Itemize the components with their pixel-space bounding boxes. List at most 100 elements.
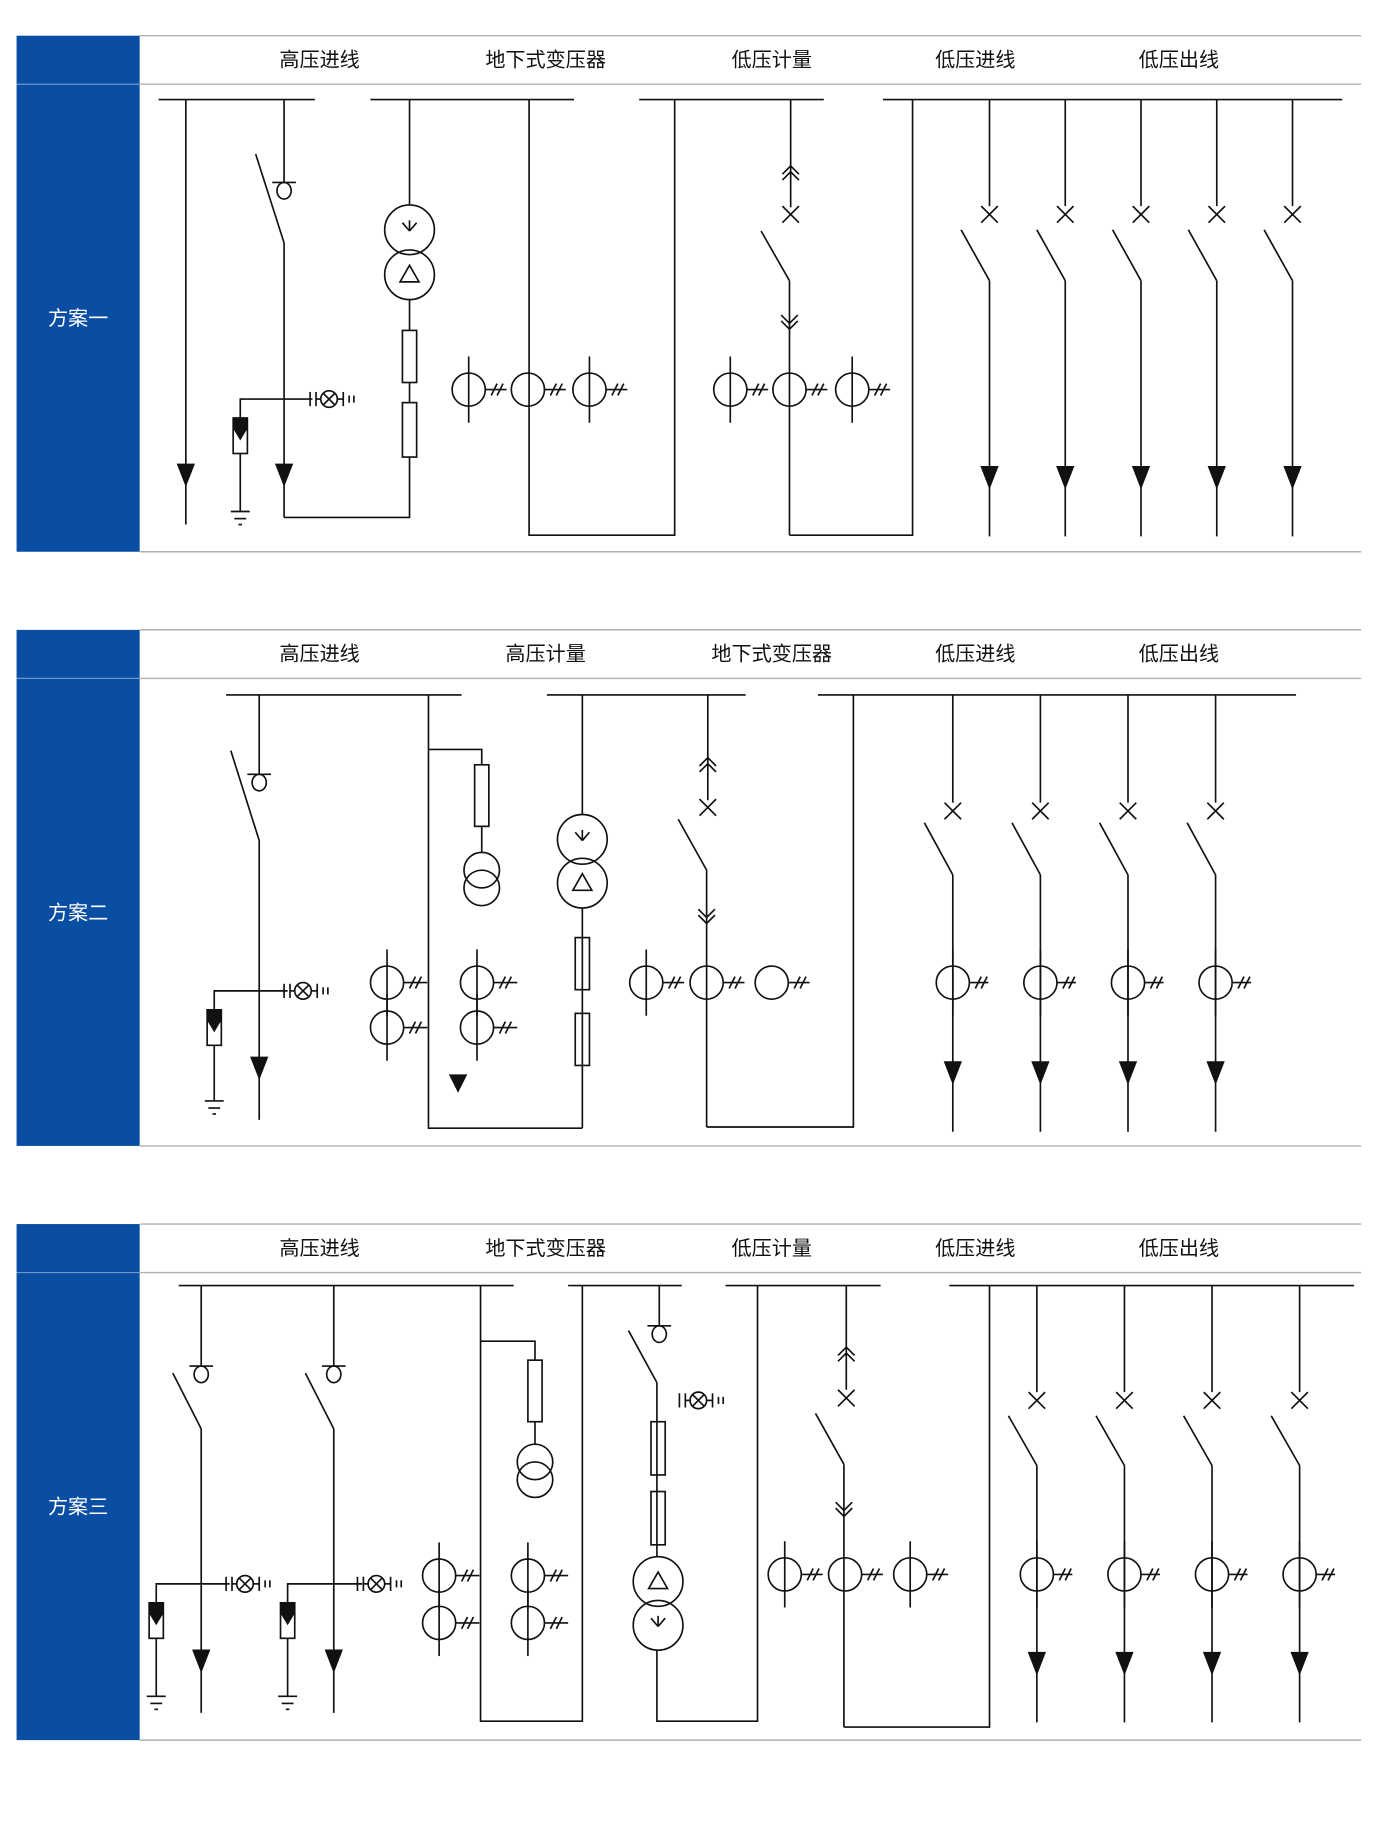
fuse-icon xyxy=(574,1012,591,1067)
hatch xyxy=(799,976,807,989)
x-stroke xyxy=(1056,205,1075,224)
x-stroke xyxy=(943,802,962,820)
fuse-icon xyxy=(401,401,418,458)
hatch xyxy=(931,1568,940,1581)
breaker-x-icon xyxy=(1283,205,1302,224)
earthing-switch-icon xyxy=(272,181,296,200)
hatch xyxy=(496,383,504,396)
cable-loop xyxy=(479,1285,584,1722)
column-header: 低压计量 xyxy=(731,1236,811,1260)
withdrawable-contact-down-icon xyxy=(697,908,716,925)
switch-blade xyxy=(677,818,708,871)
hatch xyxy=(1321,1568,1329,1581)
wire xyxy=(781,170,800,181)
switch-blade xyxy=(172,1372,202,1430)
ground-icon xyxy=(230,510,250,526)
fuse-icon xyxy=(527,1359,543,1423)
breaker-x-icon xyxy=(1119,802,1137,820)
current-transformer-icon xyxy=(1023,949,1076,1016)
ct-circle xyxy=(510,372,546,407)
surge-arrester-icon xyxy=(279,1601,296,1640)
column-header: 低压进线 xyxy=(935,47,1015,71)
winding xyxy=(516,1461,554,1499)
breaker-x-icon xyxy=(837,1389,856,1407)
current-transformer-icon xyxy=(1019,1541,1073,1608)
delta xyxy=(398,263,421,283)
breaker-x-icon xyxy=(1027,1391,1046,1410)
arrow-down-icon xyxy=(1118,1061,1138,1085)
fuse-icon xyxy=(650,1420,667,1476)
x-stroke xyxy=(781,205,800,224)
voltage-transformer-icon xyxy=(463,851,501,907)
current-transformer-icon xyxy=(935,949,989,1016)
current-transformer-icon xyxy=(1110,949,1164,1016)
x-stroke xyxy=(1119,802,1137,820)
side-label-band xyxy=(16,1224,140,1741)
column-header: 地下式变压器 xyxy=(711,642,832,666)
ring xyxy=(251,773,268,792)
hatch xyxy=(460,1569,469,1582)
arrow-down-icon xyxy=(250,1056,269,1081)
arrow-down-icon xyxy=(448,1074,468,1093)
current-transformer-icon xyxy=(772,372,828,407)
hatch xyxy=(466,1616,475,1630)
column-header: 高压进线 xyxy=(279,47,359,71)
x-stroke xyxy=(1283,205,1302,224)
fuse-icon xyxy=(401,329,418,384)
wire xyxy=(835,1507,853,1518)
ground-icon xyxy=(146,1695,166,1711)
tap xyxy=(213,990,288,1010)
switch-blade xyxy=(627,1330,658,1384)
earthing-switch-icon xyxy=(247,773,272,792)
ct-circle xyxy=(754,965,790,1000)
withdrawable-contact-down-icon xyxy=(835,1501,853,1518)
cable-loop xyxy=(656,1285,759,1722)
wire xyxy=(781,164,800,175)
wire xyxy=(697,908,716,919)
wire xyxy=(837,1345,856,1357)
hatch xyxy=(734,976,742,989)
scheme-panel xyxy=(16,1223,1362,1741)
switch-blade xyxy=(760,230,791,282)
column-header: 低压进线 xyxy=(935,642,1015,666)
breaker-x-icon xyxy=(1056,205,1075,224)
winding xyxy=(556,857,609,909)
indicator-lamp-icon xyxy=(678,1391,725,1410)
hatch xyxy=(1243,976,1251,989)
surge-arrester-icon xyxy=(206,1008,223,1047)
scheme-label: 方案一 xyxy=(48,306,108,330)
wire xyxy=(780,314,799,325)
switch-blade xyxy=(1098,822,1129,876)
withdrawable-contact-up-icon xyxy=(698,756,717,773)
tap xyxy=(239,398,313,419)
hatch xyxy=(1058,1568,1066,1581)
switch-blade xyxy=(1187,229,1218,282)
hatch xyxy=(806,1568,814,1581)
wire xyxy=(284,457,411,519)
indicator-lamp-icon xyxy=(283,981,329,1000)
switch-blade xyxy=(1270,1415,1301,1466)
wire xyxy=(835,1501,853,1512)
winding xyxy=(383,204,436,256)
current-transformer-icon xyxy=(827,1557,883,1592)
hatch xyxy=(866,1568,875,1581)
hatch xyxy=(1237,976,1245,989)
arrow-down-icon xyxy=(1027,1651,1047,1676)
switch-blade xyxy=(1011,822,1042,876)
hatch xyxy=(757,383,766,396)
column-header: 高压计量 xyxy=(505,642,585,666)
x-stroke xyxy=(698,798,717,817)
surge-arrester-icon xyxy=(148,1601,165,1640)
hatch xyxy=(1146,1568,1154,1581)
breaker-x-icon xyxy=(1206,802,1225,820)
cable-loop xyxy=(843,1285,991,1728)
hatch xyxy=(1064,1568,1072,1581)
indicator-lamp-icon xyxy=(309,389,355,409)
hatch xyxy=(549,1569,558,1582)
x-stroke xyxy=(1027,1391,1046,1410)
breaker-x-icon xyxy=(1031,802,1050,820)
breaker-x-icon xyxy=(943,802,962,820)
fuse-icon xyxy=(473,763,490,828)
scheme-1-diagram xyxy=(158,98,1343,537)
